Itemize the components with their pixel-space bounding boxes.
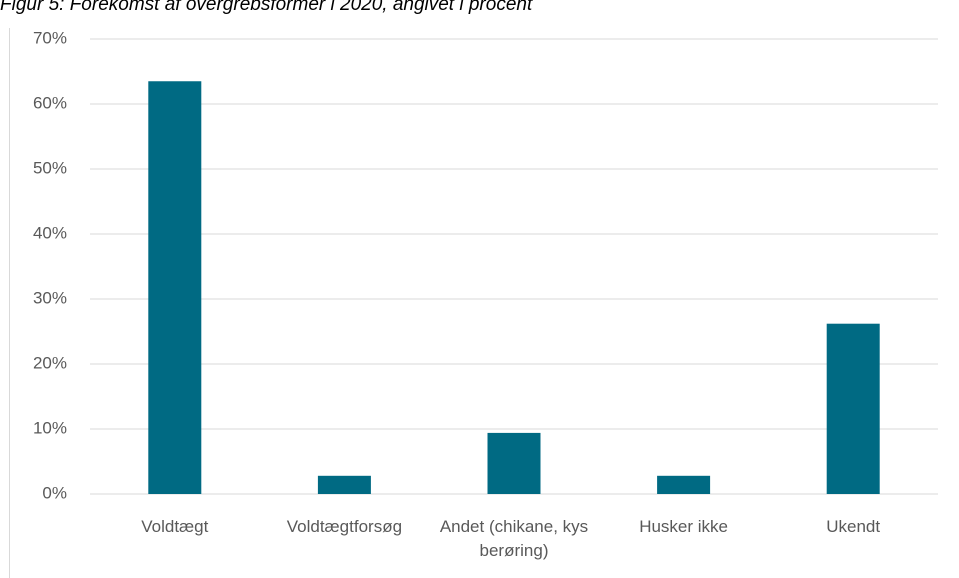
- chart-title: Figur 5: Forekomst af overgrebsformer i …: [0, 0, 533, 15]
- y-tick-label: 60%: [33, 93, 67, 112]
- y-tick-label: 30%: [33, 288, 67, 307]
- y-tick-label: 10%: [33, 418, 67, 437]
- bar: [657, 475, 711, 494]
- y-tick-label: 50%: [33, 158, 67, 177]
- y-tick-label: 70%: [33, 28, 67, 47]
- y-tick-label: 40%: [33, 223, 67, 242]
- x-tick-label: Voldtægt: [141, 517, 209, 536]
- x-tick-label: Ukendt: [826, 517, 881, 536]
- x-tick-label: Husker ikke: [639, 517, 728, 536]
- bar: [148, 81, 202, 494]
- y-tick-label: 0%: [42, 483, 67, 502]
- x-tick-label: Voldtægtforsøg: [286, 517, 403, 536]
- bar: [317, 475, 371, 494]
- bar: [487, 432, 541, 494]
- bar: [826, 323, 880, 494]
- y-tick-label: 20%: [33, 353, 67, 372]
- x-tick-label: Andet (chikane, kys berøring): [439, 517, 589, 560]
